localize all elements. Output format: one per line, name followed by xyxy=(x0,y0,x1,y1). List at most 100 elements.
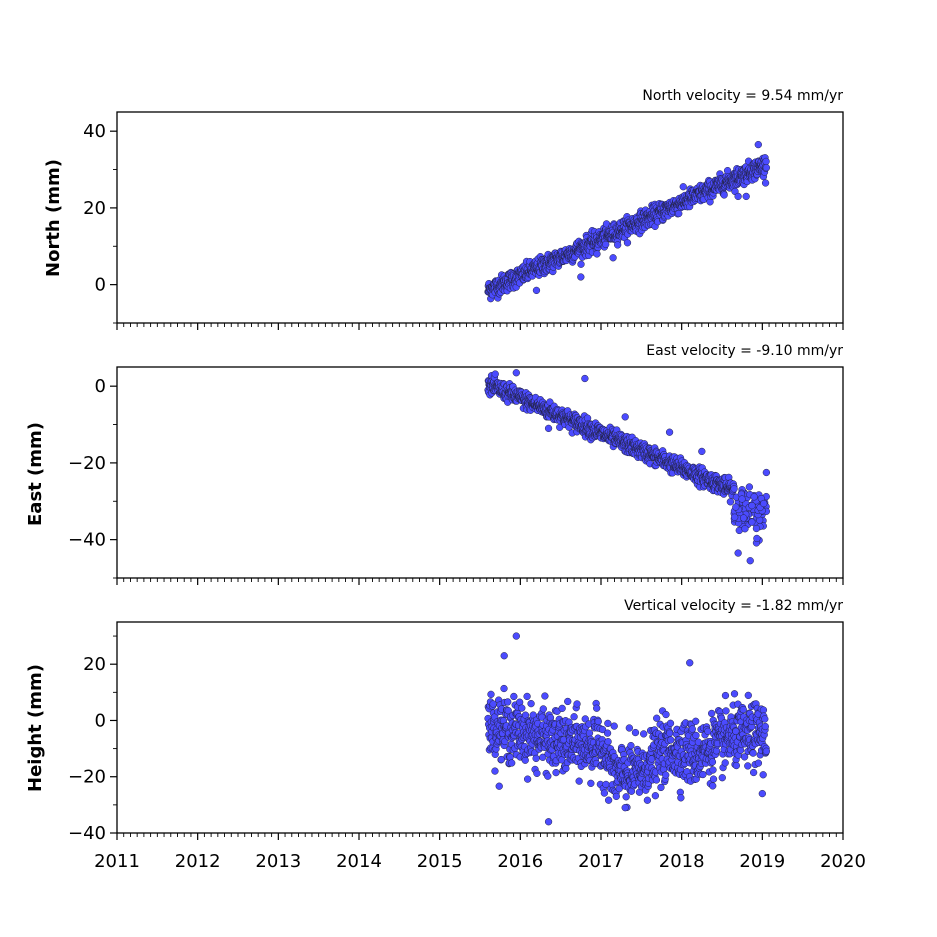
data-point xyxy=(709,782,717,790)
data-point xyxy=(593,250,601,258)
y-tick-label: 0 xyxy=(95,376,106,397)
data-point xyxy=(575,777,583,785)
data-point xyxy=(564,697,572,706)
data-point xyxy=(734,192,742,201)
data-point xyxy=(746,557,754,565)
data-point xyxy=(657,783,665,792)
data-point xyxy=(712,747,721,755)
y-tick-label: 0 xyxy=(95,275,106,296)
data-point xyxy=(679,183,687,191)
y-tick-label: 40 xyxy=(83,121,106,142)
x-tick-label: 2018 xyxy=(659,851,705,872)
data-point xyxy=(604,738,612,746)
x-tick-label: 2011 xyxy=(94,851,140,872)
data-point xyxy=(750,493,758,501)
data-point xyxy=(512,369,520,377)
data-point xyxy=(741,525,749,533)
height-axis-label: Height (mm) xyxy=(25,664,46,792)
data-point xyxy=(497,755,505,764)
data-point xyxy=(759,706,768,714)
east-panel: East velocity = -9.10 mm/yr East (mm) −4… xyxy=(25,343,844,585)
data-point xyxy=(593,704,601,712)
data-point xyxy=(744,691,752,700)
north-ticks: 0 20 40 xyxy=(83,121,844,330)
data-point xyxy=(651,792,660,800)
data-point xyxy=(510,692,518,701)
data-point xyxy=(532,754,540,763)
data-point xyxy=(610,722,618,730)
data-point xyxy=(609,254,617,262)
data-point xyxy=(667,736,675,744)
data-point xyxy=(762,747,771,755)
data-point xyxy=(622,793,630,801)
y-tick-label: 20 xyxy=(83,654,106,675)
data-point xyxy=(721,759,729,767)
data-point xyxy=(541,692,549,700)
y-tick-label: −40 xyxy=(68,823,106,844)
data-point xyxy=(748,518,756,526)
data-point xyxy=(643,796,652,804)
data-point xyxy=(523,775,532,783)
north-axis-label: North (mm) xyxy=(43,159,64,277)
y-tick-label: −40 xyxy=(68,530,106,551)
data-point xyxy=(600,789,609,797)
data-point xyxy=(726,498,735,506)
data-point xyxy=(722,707,730,715)
data-point xyxy=(754,759,763,767)
data-point xyxy=(631,728,640,737)
data-point xyxy=(518,704,526,712)
data-point xyxy=(500,684,508,693)
y-tick-label: −20 xyxy=(68,453,106,474)
data-point xyxy=(665,428,674,436)
data-point xyxy=(744,762,752,770)
x-tick-label: 2013 xyxy=(255,851,301,872)
data-point xyxy=(495,782,503,790)
data-point xyxy=(666,719,675,727)
data-point xyxy=(762,468,771,477)
data-point xyxy=(761,715,769,723)
data-point xyxy=(585,729,594,737)
x-tick-label: 2015 xyxy=(417,851,463,872)
data-point xyxy=(640,730,648,738)
data-point xyxy=(604,796,613,804)
data-point xyxy=(523,692,531,701)
data-point xyxy=(587,779,595,787)
data-point xyxy=(544,424,553,433)
data-point xyxy=(604,719,612,728)
data-point xyxy=(512,632,520,640)
data-point xyxy=(731,513,739,521)
data-point xyxy=(558,704,566,713)
data-point xyxy=(740,514,748,522)
east-axis-label: East (mm) xyxy=(25,422,46,526)
data-point xyxy=(686,659,694,667)
data-point xyxy=(720,191,728,199)
data-point xyxy=(621,413,629,421)
north-panel: North velocity = 9.54 mm/yr North (mm) 0… xyxy=(43,88,844,330)
y-tick-label: 20 xyxy=(83,198,106,219)
east-velocity-title: East velocity = -9.10 mm/yr xyxy=(646,343,843,359)
data-point xyxy=(527,700,535,708)
vertical-velocity-title: Vertical velocity = -1.82 mm/yr xyxy=(624,598,843,614)
x-tick-label: 2017 xyxy=(578,851,624,872)
data-point xyxy=(708,758,717,766)
data-point xyxy=(740,753,749,761)
data-point xyxy=(544,772,552,780)
data-point xyxy=(623,239,632,247)
data-point xyxy=(734,549,742,557)
data-point xyxy=(504,698,512,706)
north-velocity-title: North velocity = 9.54 mm/yr xyxy=(642,88,843,104)
data-point xyxy=(603,729,612,737)
height-axes-frame xyxy=(116,621,844,834)
data-point xyxy=(718,774,726,782)
data-point xyxy=(614,241,622,249)
data-point xyxy=(759,771,767,779)
data-point xyxy=(760,499,768,508)
data-point xyxy=(581,374,589,383)
data-point xyxy=(666,729,674,737)
data-point xyxy=(732,761,741,770)
data-point xyxy=(500,652,508,660)
data-point xyxy=(721,691,730,700)
data-point xyxy=(577,260,585,268)
data-point xyxy=(688,725,696,733)
